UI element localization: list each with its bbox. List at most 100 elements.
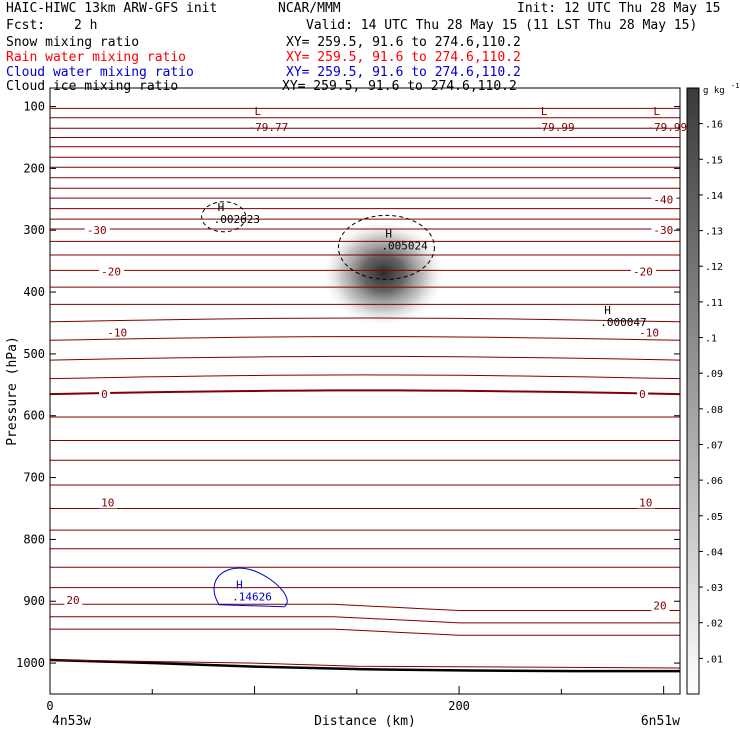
y-tick-label: 800	[23, 532, 45, 546]
temperature-contour-label: -20	[101, 266, 121, 279]
low-marker: L	[255, 105, 262, 118]
colorbar-tick-label: .16	[705, 120, 723, 131]
colorbar: .01 .02 .03 .04 .05 .06 .07 .08 .09 .1 .11 .12 .13 .1…	[686, 82, 739, 695]
isotherm-line	[50, 616, 680, 624]
colorbar-tick-label: .09	[705, 369, 723, 380]
contour-label-bg	[105, 326, 131, 339]
colorbar-tick-label: .03	[705, 583, 723, 594]
temperature-contour-label: -20	[633, 266, 653, 279]
x-tick-label: 200	[448, 699, 470, 713]
valid-time: Valid: 14 UTC Thu 28 May 15 (11 LST Thu …	[306, 18, 698, 33]
model-title: HAIC-HIWC 13km ARW-GFS init	[6, 1, 218, 16]
colorbar-tick-label: .11	[705, 298, 723, 309]
low-value: -79.77	[249, 121, 289, 134]
isotherm-line	[49, 659, 681, 669]
colorbar-tick-label: .06	[705, 476, 723, 487]
contour-label-bg	[651, 599, 670, 612]
colorbar-tick-label: .14	[705, 191, 723, 202]
low-marker: L	[541, 105, 548, 118]
colorbar-tick-label: .02	[705, 619, 723, 630]
contour-label-bg	[99, 496, 118, 509]
cloud-water-max-marker: H	[236, 579, 243, 592]
y-tick-label: 600	[23, 409, 45, 423]
contour-label-bg	[84, 224, 110, 237]
init-time: Init: 12 UTC Thu 28 May 15	[517, 1, 721, 16]
y-tick-label: 200	[23, 161, 45, 175]
y-tick-label: 300	[23, 223, 45, 237]
temperature-contour-label: 10	[639, 496, 652, 509]
x-endpoint-left: 4n53w	[52, 714, 91, 729]
colorbar-tick-label: .1	[705, 334, 717, 345]
cloud-ice-max-value: .005024	[381, 239, 428, 252]
contour-label-bg	[637, 388, 649, 401]
isotherm-line	[49, 374, 681, 380]
cloud-ice-contour	[201, 201, 247, 233]
isotherm-line	[49, 336, 681, 341]
field-name-cloud-water: Cloud water mixing ratio	[6, 65, 194, 80]
temperature-contours	[49, 107, 681, 673]
low-value: -79.99	[647, 121, 687, 134]
org-label: NCAR/MMM	[278, 1, 341, 16]
plot-frame	[49, 87, 681, 695]
contour-label-bg	[637, 496, 656, 509]
contour-label-bg	[651, 193, 677, 206]
temperature-contour-label: 20	[653, 600, 666, 613]
contour-label-bg	[99, 388, 111, 401]
colorbar-tick-label: .04	[705, 547, 723, 558]
x-endpoint-right: 6n51w	[641, 714, 680, 729]
temperature-contour-label: -30	[653, 224, 673, 237]
contour-label-bg	[64, 594, 83, 607]
y-tick-label: 100	[23, 100, 45, 114]
temperature-contour-label: -10	[107, 326, 127, 339]
temperature-contour-label: -30	[87, 224, 107, 237]
y-tick-label: 400	[23, 285, 45, 299]
temperature-contour-label: -10	[639, 326, 659, 339]
low-value: -79.99	[535, 121, 575, 134]
y-tick-label: 700	[23, 471, 45, 485]
cloud-water-contour	[213, 567, 288, 608]
colorbar-scale	[686, 87, 700, 695]
colorbar-unit: g kg	[703, 86, 725, 96]
field-name-cloud-ice: Cloud ice mixing ratio	[6, 79, 179, 94]
temperature-contour-label: 0	[101, 388, 108, 401]
x-axis-label: Distance (km)	[314, 714, 416, 729]
y-tick-label: 900	[23, 594, 45, 608]
snow-shading-blob	[323, 221, 444, 326]
cloud-ice-max-marker: H	[604, 304, 611, 317]
low-marker: L	[653, 105, 660, 118]
colorbar-tick-label: .08	[705, 405, 723, 416]
cloud-ice-max-marker: H	[218, 201, 225, 214]
cloud-ice-contour	[337, 214, 435, 280]
colorbar-tick-label: .01	[705, 654, 723, 665]
field-xy-snow: XY= 259.5, 91.6 to 274.6,110.2	[286, 35, 521, 50]
colorbar-tick-label: .15	[705, 155, 723, 166]
isotherm-line	[49, 317, 681, 323]
field-name-snow: Snow mixing ratio	[6, 35, 140, 50]
snow-mixing-ratio-shading	[323, 221, 444, 326]
colorbar-tick-label: .05	[705, 512, 723, 523]
terrain-line	[49, 658, 680, 673]
field-name-rain: Rain water mixing ratio	[6, 50, 187, 65]
y-tick-label: 500	[23, 347, 45, 361]
fcst-value: 2 h	[74, 18, 98, 33]
isotherm-line	[50, 628, 680, 636]
temperature-contour-label: 20	[66, 594, 79, 607]
isotherm-line	[49, 355, 681, 361]
isotherm-line	[49, 389, 681, 396]
colorbar-tick-label: .13	[705, 227, 723, 238]
contour-label-bg	[637, 326, 663, 339]
x-tick-label: 0	[46, 699, 53, 713]
field-xy-rain: XY= 259.5, 91.6 to 274.6,110.2	[286, 50, 521, 65]
contour-label-bg	[630, 265, 656, 278]
cloud-ice-max-value: .000047	[600, 316, 646, 329]
y-axis-label: Pressure (hPa)	[5, 336, 20, 446]
cloud-ice-max-marker: H	[385, 227, 392, 240]
cloud-ice-max-value: .002623	[214, 213, 260, 226]
field-xy-cloud-ice: XY= 259.5, 91.6 to 274.6,110.2	[282, 79, 517, 94]
temperature-contour-label: 10	[101, 496, 114, 509]
colorbar-unit-exponent: -1	[731, 82, 739, 90]
colorbar-tick-label: .07	[705, 440, 723, 451]
field-xy-cloud-water: XY= 259.5, 91.6 to 274.6,110.2	[286, 65, 521, 80]
colorbar-tick-label: .12	[705, 262, 723, 273]
